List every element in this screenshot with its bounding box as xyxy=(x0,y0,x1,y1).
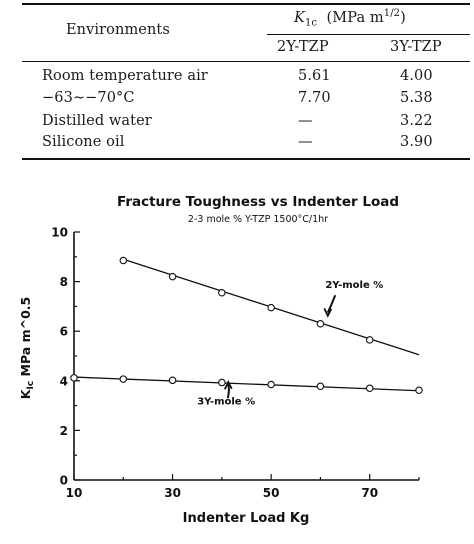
row-value-2y: — xyxy=(298,113,313,129)
chart-axes: 0 2 4 6 8 10 10 30 50 70 xyxy=(51,226,420,500)
y-tick-label: 2 xyxy=(60,424,68,438)
data-point xyxy=(316,382,325,391)
y-tick-label: 0 xyxy=(60,474,68,488)
data-point xyxy=(119,375,128,383)
header-bottom-rule xyxy=(22,61,470,62)
header-span-rule xyxy=(267,34,470,35)
header-k1c: K1c (MPa m1/2) xyxy=(294,8,406,29)
y-tick-label: 8 xyxy=(60,275,68,289)
row-value-3y: 3.90 xyxy=(400,134,433,150)
data-point xyxy=(267,303,275,312)
row-value-3y: 4.00 xyxy=(400,68,433,84)
data-point xyxy=(119,256,128,265)
y-axis-label: KIc MPa m^0.5 xyxy=(18,297,36,399)
row-value-2y: — xyxy=(298,134,313,150)
table-bottom-rule xyxy=(22,158,470,160)
toughness-table: Environments K1c (MPa m1/2) 2Y-TZP 3Y-TZ… xyxy=(22,0,470,170)
x-tick-label: 70 xyxy=(361,486,378,500)
series-2y xyxy=(119,256,420,356)
data-point xyxy=(415,386,423,394)
fracture-toughness-chart: Fracture Toughness vs Indenter Load 2-3 … xyxy=(0,180,474,540)
k-unit-exp: 1/2 xyxy=(383,8,401,19)
chart-series xyxy=(70,256,423,394)
data-point xyxy=(218,289,226,297)
k-subscript: 1c xyxy=(304,17,318,29)
y-tick-label: 10 xyxy=(51,226,68,240)
row-label: Distilled water xyxy=(42,113,152,129)
series-3y xyxy=(70,374,423,394)
x-axis-label: Indenter Load Kg xyxy=(183,511,310,526)
data-point xyxy=(267,380,275,389)
y-tick-label: 6 xyxy=(60,325,68,339)
table-top-rule xyxy=(22,3,470,5)
row-value-2y: 5.61 xyxy=(298,68,331,84)
chart-svg: Fracture Toughness vs Indenter Load 2-3 … xyxy=(18,194,423,526)
series-fit-line xyxy=(73,376,420,392)
y-tick-label: 4 xyxy=(60,374,68,388)
header-environments: Environments xyxy=(66,22,170,38)
header-2y-tzp: 2Y-TZP xyxy=(277,39,329,55)
annotation-2y-arrowhead xyxy=(323,308,333,318)
annotation-3y-label: 3Y-mole % xyxy=(197,396,255,407)
k-symbol: K xyxy=(294,9,305,26)
data-point xyxy=(70,374,78,382)
data-point xyxy=(168,272,177,281)
x-tick-label: 30 xyxy=(164,486,181,500)
data-point xyxy=(168,376,177,385)
x-tick-label: 50 xyxy=(263,486,280,500)
data-point xyxy=(365,336,374,344)
data-point xyxy=(365,384,374,392)
annotation-3y-arrow xyxy=(226,384,230,399)
chart-title: Fracture Toughness vs Indenter Load xyxy=(117,194,399,210)
k-unit-suffix: ) xyxy=(400,9,406,26)
row-label: −63∼−70°C xyxy=(42,90,135,106)
annotation-2y-arrow xyxy=(326,294,337,314)
y-axis-label-rest: MPa m^0.5 xyxy=(18,297,33,381)
annotation-2y-label: 2Y-mole % xyxy=(325,280,383,291)
k-unit-prefix: (MPa m xyxy=(326,9,384,26)
y-axis-label-sub: Ic xyxy=(26,381,36,390)
row-value-3y: 5.38 xyxy=(400,90,433,106)
row-value-3y: 3.22 xyxy=(400,113,433,129)
chart-subtitle: 2-3 mole % Y-TZP 1500°C/1hr xyxy=(188,214,328,225)
data-point xyxy=(316,320,325,328)
annotation-3y-arrowhead xyxy=(223,380,233,390)
row-value-2y: 7.70 xyxy=(298,90,331,106)
row-label: Room temperature air xyxy=(42,68,208,84)
row-label: Silicone oil xyxy=(42,134,125,150)
data-point xyxy=(218,378,226,387)
chart-annotations: 2Y-mole % 3Y-mole % xyxy=(197,280,383,408)
x-tick-label: 10 xyxy=(66,486,83,500)
annotation-2y: 2Y-mole % xyxy=(323,280,383,318)
y-axis-label-main: K xyxy=(18,388,33,399)
header-3y-tzp: 3Y-TZP xyxy=(390,39,442,55)
annotation-3y: 3Y-mole % xyxy=(197,380,255,407)
